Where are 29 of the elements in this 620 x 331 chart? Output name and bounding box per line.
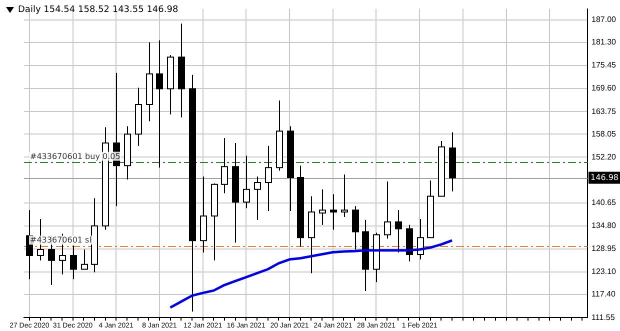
candlestick <box>330 194 337 230</box>
y-tick-label: 140.65 <box>592 198 617 207</box>
candlestick <box>221 138 228 194</box>
candlestick <box>254 176 261 220</box>
candlestick <box>319 188 326 226</box>
y-tick-label: 117.40 <box>592 290 616 299</box>
chart-title: Daily 154.54 158.52 143.55 146.98 <box>18 5 178 15</box>
y-tick-label: 158.05 <box>592 129 617 138</box>
y-tick-label: 163.75 <box>592 106 617 116</box>
y-tick-label: 169.60 <box>592 84 617 93</box>
candlestick <box>70 245 77 280</box>
y-tick-label: 123.10 <box>592 267 617 276</box>
candlestick <box>352 206 359 250</box>
candlestick <box>341 174 348 218</box>
ref-line-label: #433670601 sl <box>30 236 92 245</box>
candlestick <box>243 155 250 209</box>
candlestick <box>81 249 88 270</box>
y-tick-label: 175.45 <box>592 60 617 70</box>
y-tick-label: 181.30 <box>592 38 617 47</box>
y-tick-label: 134.80 <box>592 221 617 230</box>
candlestick <box>265 145 272 212</box>
candlestick <box>384 180 391 240</box>
candlestick <box>395 210 402 253</box>
y-tick-label: 128.95 <box>592 244 617 254</box>
y-tick-label: 111.55 <box>592 312 616 322</box>
y-tick-label: 187.00 <box>592 15 617 24</box>
y-tick-label: 152.20 <box>592 152 617 162</box>
ref-line-label: #433670601 buy 0.05 <box>30 152 120 161</box>
ref-line-label: 146.98 <box>590 172 619 182</box>
